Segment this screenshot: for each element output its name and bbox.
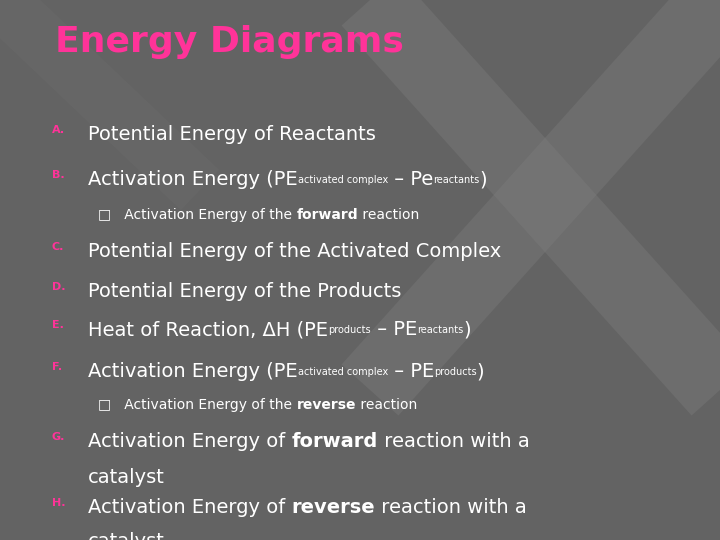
- Text: ): ): [477, 362, 485, 381]
- Text: reaction with a: reaction with a: [375, 498, 527, 517]
- Text: – PE: – PE: [371, 320, 417, 339]
- Text: catalyst: catalyst: [88, 468, 165, 487]
- Text: C.: C.: [52, 242, 64, 252]
- Text: products: products: [328, 325, 371, 335]
- Text: G.: G.: [52, 432, 66, 442]
- Text: Heat of Reaction, ΔH (PE: Heat of Reaction, ΔH (PE: [88, 320, 328, 339]
- Text: ): ): [480, 170, 487, 189]
- Text: catalyst: catalyst: [88, 532, 165, 540]
- Text: products: products: [434, 367, 477, 377]
- Text: □   Activation Energy of the: □ Activation Energy of the: [98, 208, 297, 222]
- Text: A.: A.: [52, 125, 65, 135]
- Text: ): ): [463, 320, 471, 339]
- Text: Activation Energy (PE: Activation Energy (PE: [88, 170, 297, 189]
- Text: activated complex: activated complex: [297, 175, 388, 185]
- Text: reverse: reverse: [297, 398, 356, 412]
- Text: H.: H.: [52, 498, 66, 508]
- Text: activated complex: activated complex: [297, 367, 388, 377]
- Text: Potential Energy of the Products: Potential Energy of the Products: [88, 282, 401, 301]
- Text: reverse: reverse: [292, 498, 375, 517]
- Text: reactants: reactants: [417, 325, 463, 335]
- Text: F.: F.: [52, 362, 62, 372]
- Text: B.: B.: [52, 170, 65, 180]
- Text: Activation Energy (PE: Activation Energy (PE: [88, 362, 297, 381]
- Text: reactants: reactants: [433, 175, 480, 185]
- Text: Energy Diagrams: Energy Diagrams: [55, 25, 404, 59]
- Text: E.: E.: [52, 320, 64, 330]
- Text: Activation Energy of: Activation Energy of: [88, 432, 292, 451]
- Text: forward: forward: [292, 432, 378, 451]
- Text: – PE: – PE: [388, 362, 434, 381]
- Text: Activation Energy of: Activation Energy of: [88, 498, 292, 517]
- Text: reaction: reaction: [356, 398, 417, 412]
- Text: D.: D.: [52, 282, 66, 292]
- Text: reaction with a: reaction with a: [378, 432, 529, 451]
- Text: forward: forward: [297, 208, 358, 222]
- Text: Potential Energy of Reactants: Potential Energy of Reactants: [88, 125, 376, 144]
- Text: – Pe: – Pe: [388, 170, 433, 189]
- Text: reaction: reaction: [358, 208, 419, 222]
- Text: □   Activation Energy of the: □ Activation Energy of the: [98, 398, 297, 412]
- Text: Potential Energy of the Activated Complex: Potential Energy of the Activated Comple…: [88, 242, 501, 261]
